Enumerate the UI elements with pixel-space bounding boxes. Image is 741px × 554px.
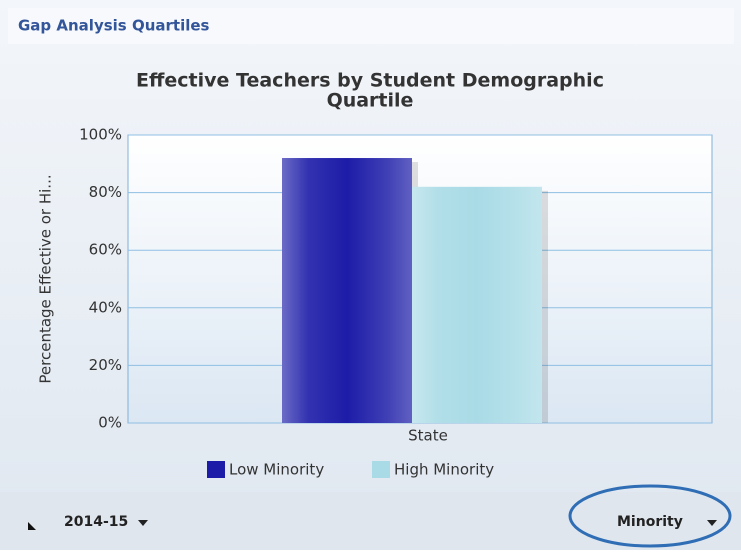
legend-label: Low Minority: [229, 461, 324, 479]
resize-icon: [28, 522, 36, 530]
chart-title: Effective Teachers by Student Demographi…: [136, 70, 604, 92]
y-tick-label: 40%: [89, 298, 122, 316]
year-dropdown[interactable]: 2014-15: [64, 514, 128, 530]
x-tick-label: State: [408, 427, 448, 445]
y-tick-label: 100%: [79, 126, 122, 144]
bar-sheen: [412, 186, 542, 423]
y-tick-label: 80%: [89, 183, 122, 201]
legend-label: High Minority: [394, 461, 494, 479]
legend-swatch: [372, 461, 390, 478]
legend-swatch: [207, 461, 225, 478]
y-tick-label: 20%: [89, 356, 122, 374]
y-tick-label: 60%: [89, 241, 122, 259]
panel-header: [8, 8, 734, 44]
caret-icon[interactable]: [138, 520, 148, 526]
caret-icon[interactable]: [707, 520, 717, 526]
chart-title: Quartile: [327, 90, 414, 112]
filter-dropdown[interactable]: Minority: [617, 514, 683, 530]
bar-sheen: [282, 158, 412, 424]
footer: [0, 492, 741, 550]
y-tick-label: 0%: [98, 414, 122, 432]
highlight-ellipse: [568, 484, 732, 548]
y-axis-label: Percentage Effective or Hi...: [37, 174, 55, 383]
panel-title: Gap Analysis Quartiles: [18, 17, 210, 35]
